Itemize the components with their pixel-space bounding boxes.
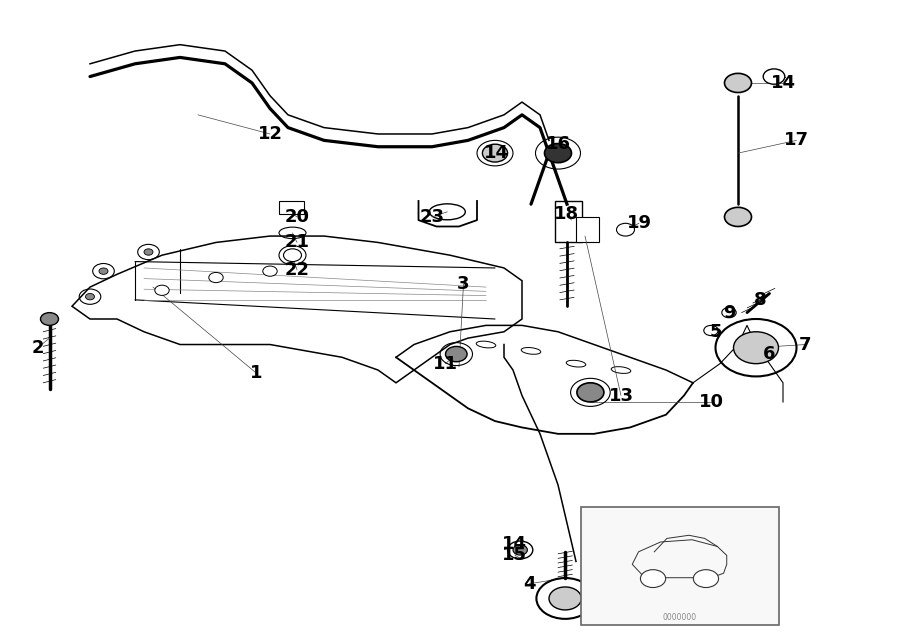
Circle shape xyxy=(724,73,751,93)
Text: 14: 14 xyxy=(502,535,527,553)
Ellipse shape xyxy=(521,348,541,354)
Text: 1: 1 xyxy=(250,364,263,382)
Text: 18: 18 xyxy=(554,205,580,223)
Text: 16: 16 xyxy=(545,135,571,152)
FancyBboxPatch shape xyxy=(279,201,304,214)
Circle shape xyxy=(722,308,736,318)
Text: 4: 4 xyxy=(523,575,536,593)
Text: 17: 17 xyxy=(784,131,809,149)
Text: 13: 13 xyxy=(608,387,634,404)
Ellipse shape xyxy=(279,227,306,239)
Circle shape xyxy=(704,325,718,336)
Ellipse shape xyxy=(429,204,465,219)
Circle shape xyxy=(482,144,508,162)
Text: 5: 5 xyxy=(709,323,722,341)
Circle shape xyxy=(40,313,58,325)
Text: 15: 15 xyxy=(502,546,527,564)
Circle shape xyxy=(724,207,751,226)
Circle shape xyxy=(577,383,604,402)
Text: 7: 7 xyxy=(799,336,812,353)
Circle shape xyxy=(616,223,634,236)
Ellipse shape xyxy=(611,367,631,373)
Text: 19: 19 xyxy=(626,214,652,232)
Text: 12: 12 xyxy=(257,125,283,143)
Circle shape xyxy=(284,249,302,262)
Circle shape xyxy=(549,587,581,610)
Text: 3: 3 xyxy=(457,275,470,293)
Text: 2: 2 xyxy=(32,339,44,357)
Ellipse shape xyxy=(566,360,586,367)
Text: 23: 23 xyxy=(419,208,445,226)
Text: 21: 21 xyxy=(284,234,310,251)
Circle shape xyxy=(144,249,153,255)
Circle shape xyxy=(763,69,785,84)
Text: 11: 11 xyxy=(433,355,458,373)
Circle shape xyxy=(513,545,527,555)
Circle shape xyxy=(734,332,778,364)
Circle shape xyxy=(641,570,666,588)
Text: 10: 10 xyxy=(698,393,724,411)
Text: 9: 9 xyxy=(723,304,735,322)
Text: 20: 20 xyxy=(284,208,310,226)
Circle shape xyxy=(693,570,718,588)
Circle shape xyxy=(544,144,572,163)
Text: 6: 6 xyxy=(763,345,776,363)
Circle shape xyxy=(263,266,277,276)
Circle shape xyxy=(99,268,108,274)
Circle shape xyxy=(209,272,223,283)
FancyBboxPatch shape xyxy=(580,507,778,625)
Text: 0000000: 0000000 xyxy=(662,613,697,622)
Ellipse shape xyxy=(476,341,496,348)
Circle shape xyxy=(86,293,94,300)
Text: 8: 8 xyxy=(754,291,767,309)
Circle shape xyxy=(446,346,467,362)
Circle shape xyxy=(155,285,169,295)
FancyBboxPatch shape xyxy=(576,217,598,242)
Text: 14: 14 xyxy=(484,144,509,162)
Text: 22: 22 xyxy=(284,261,310,279)
Text: 14: 14 xyxy=(770,74,796,92)
